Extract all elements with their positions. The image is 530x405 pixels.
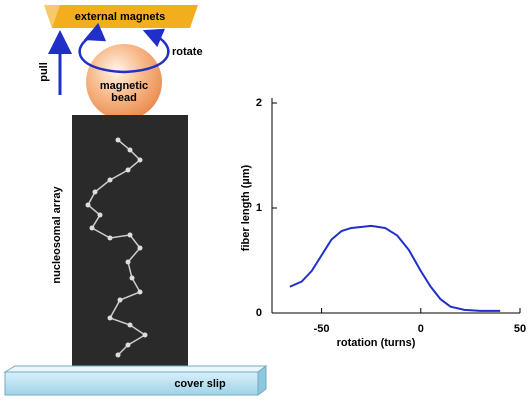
- y-tick-label: 2: [256, 97, 262, 109]
- bead-label: magnetic bead: [100, 80, 148, 104]
- cover-slip-top: [3, 365, 268, 373]
- data-line: [289, 224, 501, 312]
- magnets: [44, 5, 198, 28]
- rotate-label: rotate: [172, 46, 203, 58]
- array-label: nucleosomal array: [51, 186, 63, 284]
- pull-label: pull: [38, 62, 50, 82]
- slip-label: cover slip: [174, 378, 226, 390]
- nucleosomes: [85, 137, 148, 358]
- cover-slip-side: [257, 365, 267, 396]
- y-tick-label: 0: [256, 307, 262, 319]
- x-tick-label: 0: [418, 323, 424, 335]
- y-tick-label: 1: [256, 202, 262, 214]
- x-tick-label: -50: [314, 323, 330, 335]
- micrograph: [72, 115, 188, 367]
- rotate-arrow: [78, 28, 170, 74]
- bead: [86, 44, 162, 120]
- magnets-label: external magnets: [75, 11, 165, 23]
- x-axis-label: rotation (turns): [337, 337, 416, 349]
- y-axis-label: fiber length (µm): [240, 164, 252, 251]
- rotate-arrow-head: [83, 22, 107, 42]
- chart: 0 1 2 -50 0 50 rotation (turns) fiber length (µ…: [240, 97, 526, 349]
- magnet-edge: [44, 5, 60, 28]
- x-tick-label: 50: [514, 323, 526, 335]
